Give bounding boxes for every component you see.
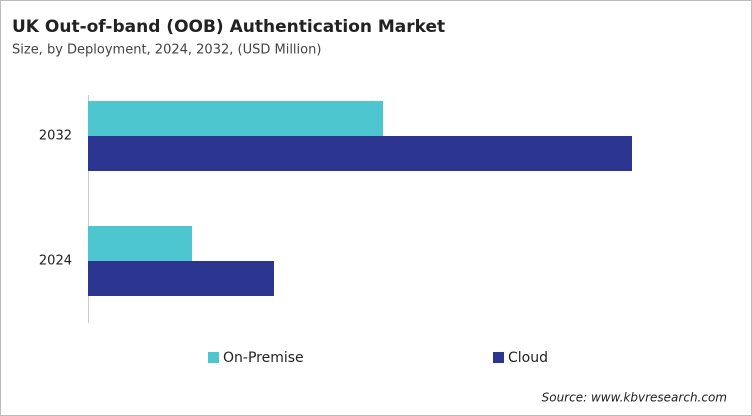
legend-label: Cloud	[508, 350, 548, 366]
legend-swatch	[208, 352, 219, 363]
y-tick-label: 2032	[39, 129, 72, 144]
legend-label: On-Premise	[223, 350, 304, 366]
chart-subtitle: Size, by Deployment, 2024, 2032, (USD Mi…	[12, 43, 321, 58]
y-tick-label: 2024	[39, 254, 72, 269]
chart-title: UK Out-of-band (OOB) Authentication Mark…	[12, 17, 445, 37]
legend-swatch	[493, 352, 504, 363]
bar	[88, 101, 383, 136]
bar	[88, 136, 632, 171]
source: Source: www.kbvresearch.com	[542, 391, 727, 405]
bar	[88, 226, 192, 261]
bar	[88, 261, 274, 296]
